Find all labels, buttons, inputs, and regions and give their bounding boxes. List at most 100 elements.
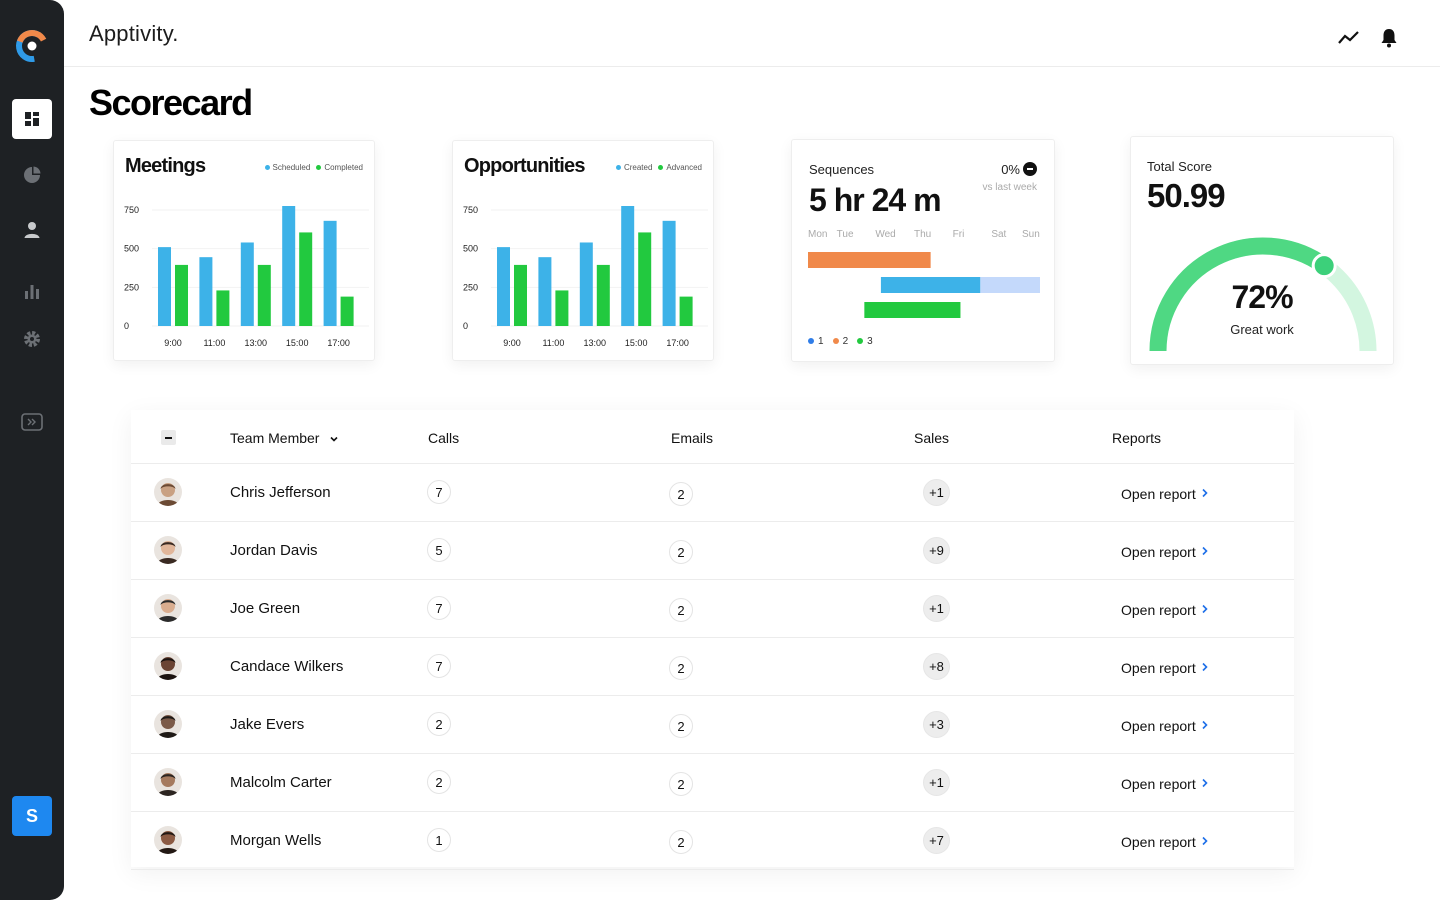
- opportunities-title: Opportunities: [464, 155, 586, 177]
- opportunities-y-tick: 0: [463, 321, 468, 331]
- day-label: Sat: [991, 229, 1007, 240]
- avatar: [154, 768, 182, 796]
- member-name[interactable]: Jordan Davis: [230, 542, 318, 559]
- bell-icon[interactable]: [1377, 26, 1401, 50]
- sidebar-item-settings[interactable]: [12, 319, 52, 359]
- avatar: [154, 710, 182, 738]
- chevron-right-icon[interactable]: [1199, 835, 1211, 847]
- meetings-x-tick: 11:00: [203, 338, 225, 348]
- sales-count: +7: [923, 827, 950, 854]
- emails-count: 2: [669, 714, 693, 738]
- chevron-right-icon[interactable]: [1199, 661, 1211, 673]
- opportunities-bar-created: [621, 206, 635, 326]
- activity-icon[interactable]: [1337, 26, 1361, 50]
- gauge-percent: 72%: [1231, 279, 1293, 315]
- open-report-link[interactable]: Open report: [1121, 660, 1196, 676]
- chevron-right-icon[interactable]: [1199, 487, 1211, 499]
- meetings-bar-scheduled: [199, 257, 213, 326]
- open-report-link[interactable]: Open report: [1121, 718, 1196, 734]
- user-avatar-button[interactable]: S: [12, 796, 52, 836]
- day-label: Wed: [875, 229, 896, 240]
- member-name[interactable]: Joe Green: [230, 600, 301, 617]
- meetings-x-tick: 9:00: [164, 338, 182, 348]
- column-header-sales: Sales: [914, 430, 950, 446]
- meetings-bar-scheduled: [323, 220, 337, 326]
- chevron-right-icon[interactable]: [1199, 545, 1211, 557]
- meetings-bar-completed: [299, 232, 313, 326]
- sidebar-item-reports[interactable]: [12, 155, 52, 195]
- opportunities-bar-advanced: [638, 232, 652, 326]
- opportunities-x-tick: 11:00: [542, 338, 564, 348]
- team-table: Team Member Calls Emails Sales Reports C…: [131, 410, 1294, 870]
- table-row[interactable]: Joe Green 7 2 +1 Open report: [131, 580, 1294, 638]
- open-report-link[interactable]: Open report: [1121, 486, 1196, 502]
- sales-count: +1: [923, 595, 950, 622]
- emails-count: 2: [669, 482, 693, 506]
- table-row[interactable]: Jake Evers 2 2 +3 Open report: [131, 696, 1294, 754]
- table-row[interactable]: Candace Wilkers 7 2 +8 Open report: [131, 638, 1294, 696]
- column-header-calls: Calls: [428, 430, 460, 446]
- legend-seq-1: 1: [808, 336, 824, 347]
- meetings-x-tick: 15:00: [286, 338, 309, 348]
- legend-seq-2: 2: [832, 336, 848, 347]
- member-name[interactable]: Chris Jefferson: [230, 484, 331, 501]
- open-report-link[interactable]: Open report: [1121, 834, 1196, 850]
- meetings-x-tick: 13:00: [245, 338, 268, 348]
- member-name[interactable]: Candace Wilkers: [230, 658, 344, 675]
- sidebar-item-analytics[interactable]: [12, 271, 52, 311]
- emails-count: 2: [669, 540, 693, 564]
- table-row[interactable]: Malcolm Carter 2 2 +1 Open report: [131, 754, 1294, 812]
- sales-count: +9: [923, 537, 950, 564]
- bar-chart-icon: [25, 285, 39, 299]
- app-logo-icon[interactable]: [14, 28, 50, 64]
- sales-count: +1: [923, 769, 950, 796]
- calls-count: 1: [427, 828, 451, 852]
- opportunities-bar-advanced: [679, 296, 693, 326]
- avatar: [154, 478, 182, 506]
- opportunities-y-tick: 250: [463, 282, 478, 292]
- top-bar: Apptivity.: [64, 0, 1440, 67]
- sidebar-item-team[interactable]: [12, 210, 52, 250]
- meetings-legend: Scheduled Completed: [264, 163, 363, 172]
- member-name[interactable]: Malcolm Carter: [230, 774, 332, 791]
- sales-count: +3: [923, 711, 950, 738]
- member-name[interactable]: Morgan Wells: [230, 832, 322, 849]
- gauge-fill: [1149, 237, 1330, 352]
- sidebar-item-dashboard[interactable]: [12, 99, 52, 139]
- sequences-timeline-chart: [808, 252, 1040, 318]
- table-row[interactable]: Chris Jefferson 7 2 +1 Open report: [131, 464, 1294, 522]
- legend-seq-3: 3: [857, 336, 873, 347]
- opportunities-y-tick: 500: [463, 244, 478, 254]
- member-name[interactable]: Jake Evers: [230, 716, 305, 733]
- user-icon: [24, 222, 40, 238]
- chevron-right-icon[interactable]: [1199, 603, 1211, 615]
- opportunities-x-tick: 9:00: [503, 338, 521, 348]
- select-all-checkbox[interactable]: [161, 430, 176, 445]
- gauge-knob: [1311, 253, 1337, 279]
- opportunities-x-tick: 15:00: [625, 338, 648, 348]
- minus-circle-icon: [1023, 162, 1037, 176]
- pie-chart-icon: [24, 166, 41, 183]
- sidebar: S: [0, 0, 64, 900]
- opportunities-x-tick: 13:00: [584, 338, 607, 348]
- chevron-down-icon: [330, 437, 338, 442]
- open-report-link[interactable]: Open report: [1121, 602, 1196, 618]
- table-row[interactable]: Jordan Davis 5 2 +9 Open report: [131, 522, 1294, 580]
- meetings-bar-chart: 750 500 250 0 9:00 11:00 13:00 15:00 17:00: [124, 205, 369, 348]
- column-header-member[interactable]: Team Member: [230, 430, 339, 446]
- open-report-link[interactable]: Open report: [1121, 776, 1196, 792]
- chevron-right-icon[interactable]: [1199, 777, 1211, 789]
- chevron-right-icon[interactable]: [1199, 719, 1211, 731]
- open-report-link[interactable]: Open report: [1121, 544, 1196, 560]
- sequence-bar-extension-2: [980, 277, 1040, 293]
- legend-created: Created: [615, 163, 652, 172]
- meetings-bar-completed: [216, 290, 230, 326]
- sidebar-item-expand[interactable]: [12, 402, 52, 442]
- day-label: Thu: [914, 229, 932, 240]
- opportunities-bar-created: [538, 257, 552, 326]
- meetings-y-tick: 250: [124, 282, 139, 292]
- table-row[interactable]: Morgan Wells 1 2 +7 Open report: [131, 812, 1294, 870]
- meetings-y-tick: 500: [124, 244, 139, 254]
- meetings-bar-scheduled: [282, 206, 296, 326]
- dashboard-icon: [25, 112, 39, 126]
